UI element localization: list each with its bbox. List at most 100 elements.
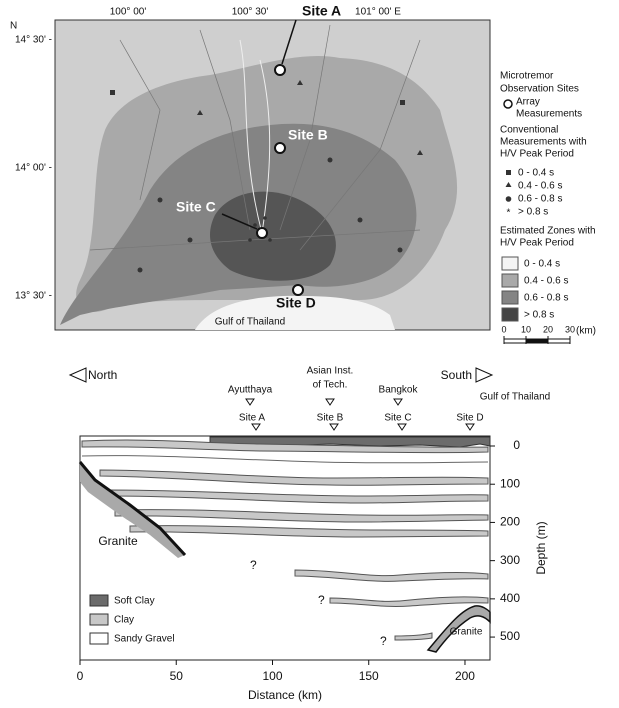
unknown-label: ? [250,558,257,572]
boundaries [89,24,421,251]
x-tick-label: 0 [77,669,84,683]
place-markers [245,398,475,431]
place-label: Ayutthaya [228,385,273,396]
legend-swatch [89,594,109,607]
lon-label: 100° 30' [232,7,269,18]
y-tick-label: 400 [500,591,520,605]
north-label: N [10,21,17,32]
legend-swatch [89,632,109,645]
legend-label: > 0.8 s [524,310,554,321]
scale-label: 20 [543,324,553,334]
legend-swatch [501,256,519,271]
clay-band [99,469,489,486]
lat-label: 14° 30' - [15,35,52,46]
clay-band [294,569,489,582]
gulf-label: Gulf of Thailand [215,317,285,328]
place-label: of Tech. [313,380,348,391]
observation-points [110,80,423,273]
legend-swatch [89,613,109,626]
x-tick-label: 200 [455,669,475,683]
legend-title: Observation Sites [500,84,579,95]
y-tick-label: 500 [500,629,520,643]
scale-label: 10 [521,324,531,334]
clay-band [394,632,433,641]
lon-label: 101° 00' E [355,7,401,18]
legend-swatch [501,307,519,322]
south-arrow [475,367,494,383]
legend-label: Measurements with [500,137,587,148]
legend-symbol: * [507,208,511,219]
zone-08 [210,191,336,281]
scale-segment [503,338,527,344]
scale-bar: 0 10 20 30 [501,324,575,344]
granite [80,462,185,558]
legend-symbol [506,170,511,175]
legend-label: Measurements [516,109,582,120]
legend-label: 0.4 - 0.6 s [518,181,562,192]
unknown-label: ? [318,593,325,607]
legend-symbol [505,196,512,202]
map: N 14° 30' - 14° 00' - 13° 30' - 100° 00'… [10,3,491,331]
clay-band [329,596,489,607]
clay-band [114,509,489,523]
site-label: Site B [288,127,328,143]
site-label: Site A [239,413,265,424]
site-label: Site B [317,413,344,424]
scale-unit: (km) [576,326,596,337]
granite-label: Granite [98,534,138,548]
legend-label: Clay [114,615,134,626]
legend-label: > 0.8 s [518,207,548,218]
gulf-water [195,295,395,330]
y-tick-label: 100 [500,476,520,490]
granite-label: Granite [450,627,483,638]
clay-band [109,489,489,504]
section-layers: Granite Granite ? ? ? Soft Clay Clay San… [78,435,491,661]
scale-label: 30 [565,324,575,334]
legend-swatch [501,290,519,305]
map-legend: Microtremor Observation Sites Array Meas… [500,71,596,344]
legend-label: H/V Peak Period [500,238,574,249]
section-header: North South Ayutthaya Asian Inst. of Tec… [68,366,550,431]
legend-label: Sandy Gravel [114,634,175,645]
north-label: North [88,368,117,382]
site-label: Site C [384,413,411,424]
gravel-line [81,455,489,464]
site-label: Site D [276,295,316,311]
x-axis-title: Distance (km) [248,688,322,702]
place-label: Asian Inst. [307,366,354,377]
x-tick-label: 150 [359,669,379,683]
scale-label: 0 [501,324,506,334]
section-frame [79,435,491,661]
y-tick-label: 300 [500,553,520,567]
legend-label: H/V Peak Period [500,149,574,160]
legend-label: 0.6 - 0.8 s [524,293,568,304]
site-label: Site A [302,3,341,19]
x-tick-label: 50 [170,669,184,683]
y-tick-label: 0 [513,438,520,452]
legend-symbol [505,182,512,187]
legend-swatch [501,273,519,288]
south-label: South [441,368,472,382]
scale-segment [547,338,571,344]
lat-label: 13° 30' - [15,291,52,302]
legend-label: 0 - 0.4 s [524,259,560,270]
granite [426,605,491,653]
section-axes: Distance (km) Depth (m) 0 50 100 150 200 0 100… [77,438,549,702]
legend-label: 0 - 0.4 s [518,168,554,179]
legend-label: Array [516,97,540,108]
rivers [239,39,271,234]
lat-label: 14° 00' - [15,163,52,174]
scale-segment [525,338,549,344]
legend-title: Microtremor [500,71,554,82]
legend-label: Conventional [500,125,558,136]
site-leaders [221,19,297,230]
legend-label: Soft Clay [114,596,155,607]
y-axis-title: Depth (m) [534,521,548,574]
unknown-label: ? [380,634,387,648]
legend-label: 0.4 - 0.6 s [524,276,568,287]
site-markers [256,64,304,296]
legend-label: 0.6 - 0.8 s [518,194,562,205]
place-label: Gulf of Thailand [480,392,550,403]
legend-label: Estimated Zones with [500,226,596,237]
